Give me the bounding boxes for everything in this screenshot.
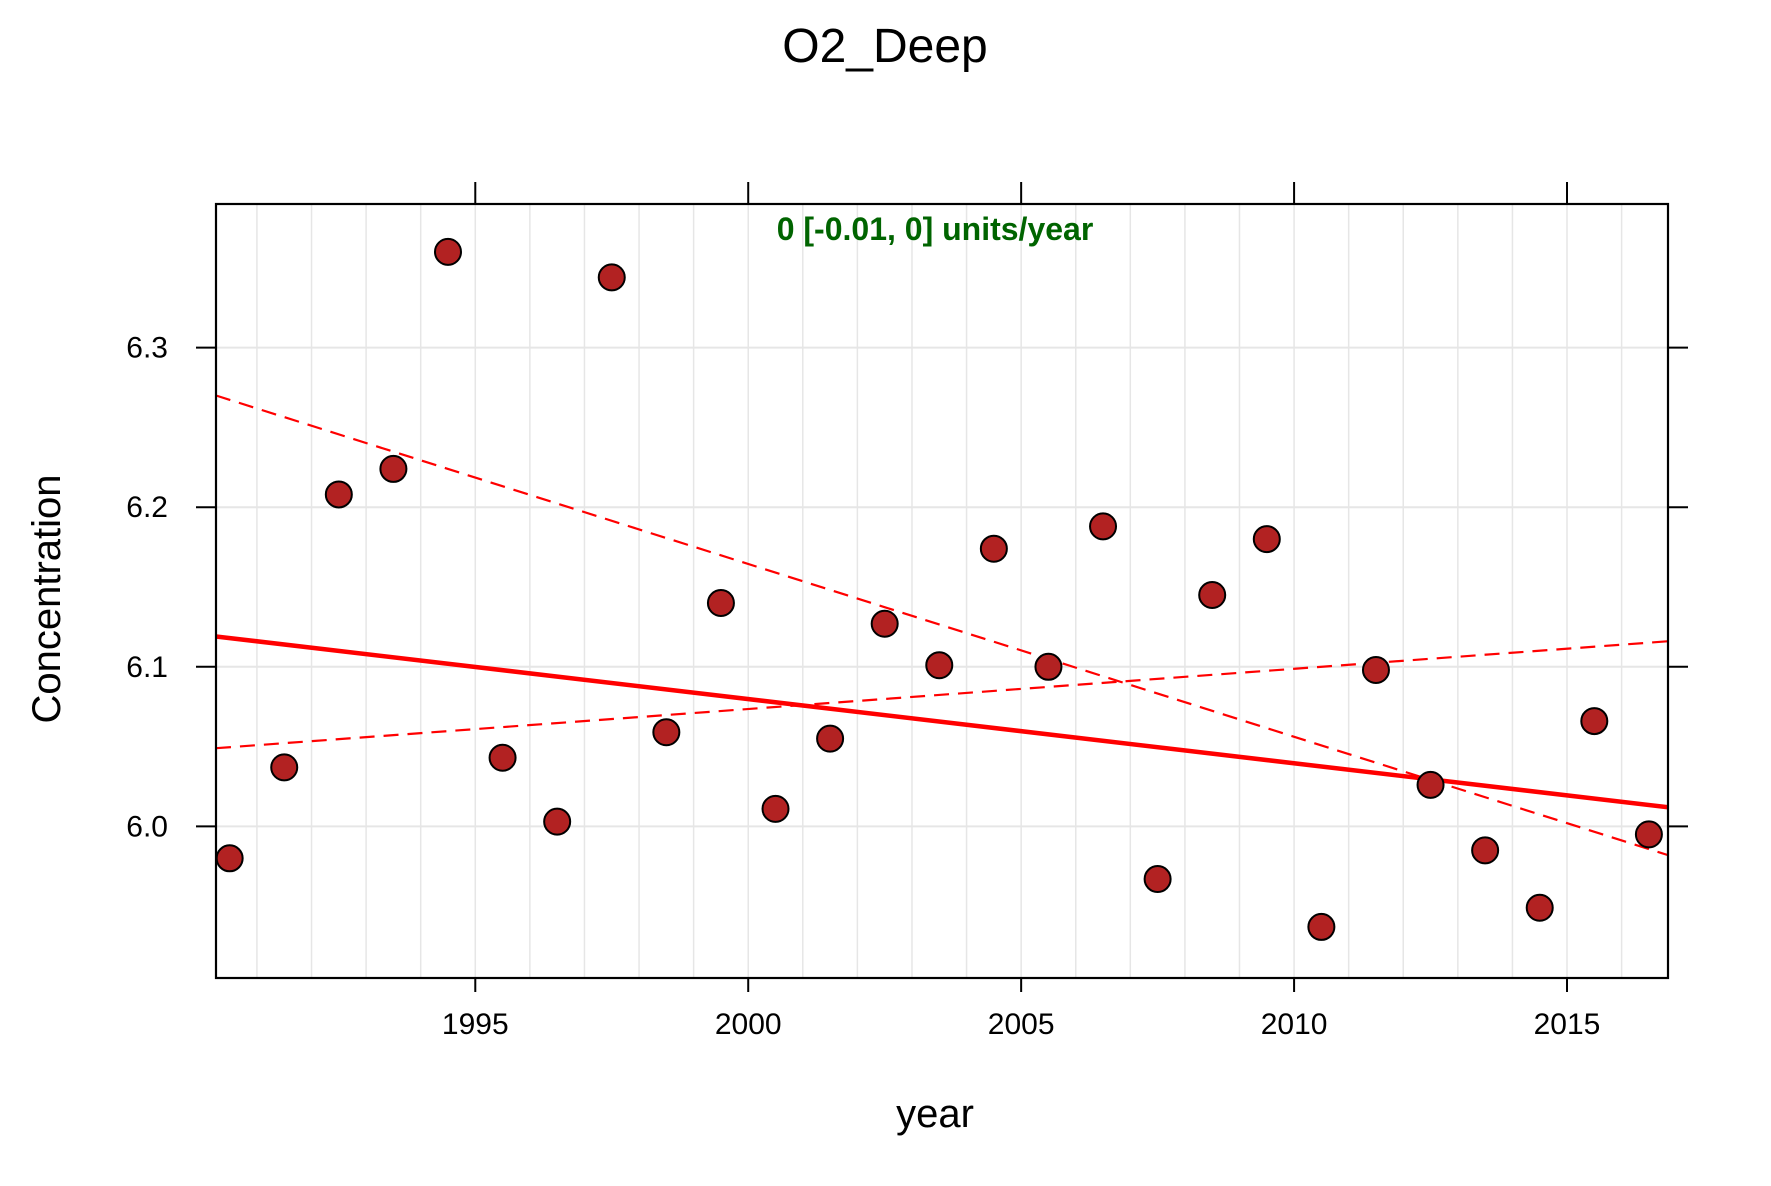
data-point [543,807,572,836]
y-axis-title: Concentration [25,474,69,723]
y-tick-label: 6.0 [126,810,168,843]
x-tick-label: 2000 [715,1008,782,1041]
data-point [324,480,353,509]
plot-frame [214,202,1670,980]
chart-title: O2_Deep [782,20,987,73]
data-point [925,651,954,680]
data-point [1307,912,1336,941]
data-point [652,718,681,747]
x-tick-label: 2005 [988,1008,1055,1041]
y-tick-label: 6.1 [126,651,168,684]
x-tick-label: 2010 [1261,1008,1328,1041]
data-point [1198,580,1227,609]
data-point [379,454,408,483]
x-tick-label: 1995 [442,1008,509,1041]
confidence-line [215,394,1669,857]
trend-annotation: 0 [-0.01, 0] units/year [777,211,1094,247]
trend-lines [215,394,1669,857]
data-point [270,753,299,782]
data-point [816,724,845,753]
data-point [870,609,899,638]
x-axis-title: year [896,1092,974,1136]
data-point [488,743,517,772]
data-point [1416,770,1445,799]
data-point [706,588,735,617]
data-point [979,534,1008,563]
data-point [761,794,790,823]
data-points [215,237,1663,941]
data-point [1580,707,1609,736]
data-point [1143,865,1172,894]
data-point [215,844,244,873]
data-point [1361,655,1390,684]
data-point [1089,512,1118,541]
axis-ticks: 1995 2000 2005 2010 2015 6.0 6.1 6.2 6.3 [126,182,1688,1041]
data-point [597,263,626,292]
data-point [1525,893,1554,922]
grid [216,204,1668,978]
data-point [1252,525,1281,554]
y-tick-label: 6.3 [126,332,168,365]
data-point [1634,820,1663,849]
x-tick-label: 2015 [1534,1008,1601,1041]
y-tick-label: 6.2 [126,491,168,524]
data-point [1034,652,1063,681]
data-point [433,237,462,266]
confidence-line [215,640,1669,750]
data-point [1471,836,1500,865]
